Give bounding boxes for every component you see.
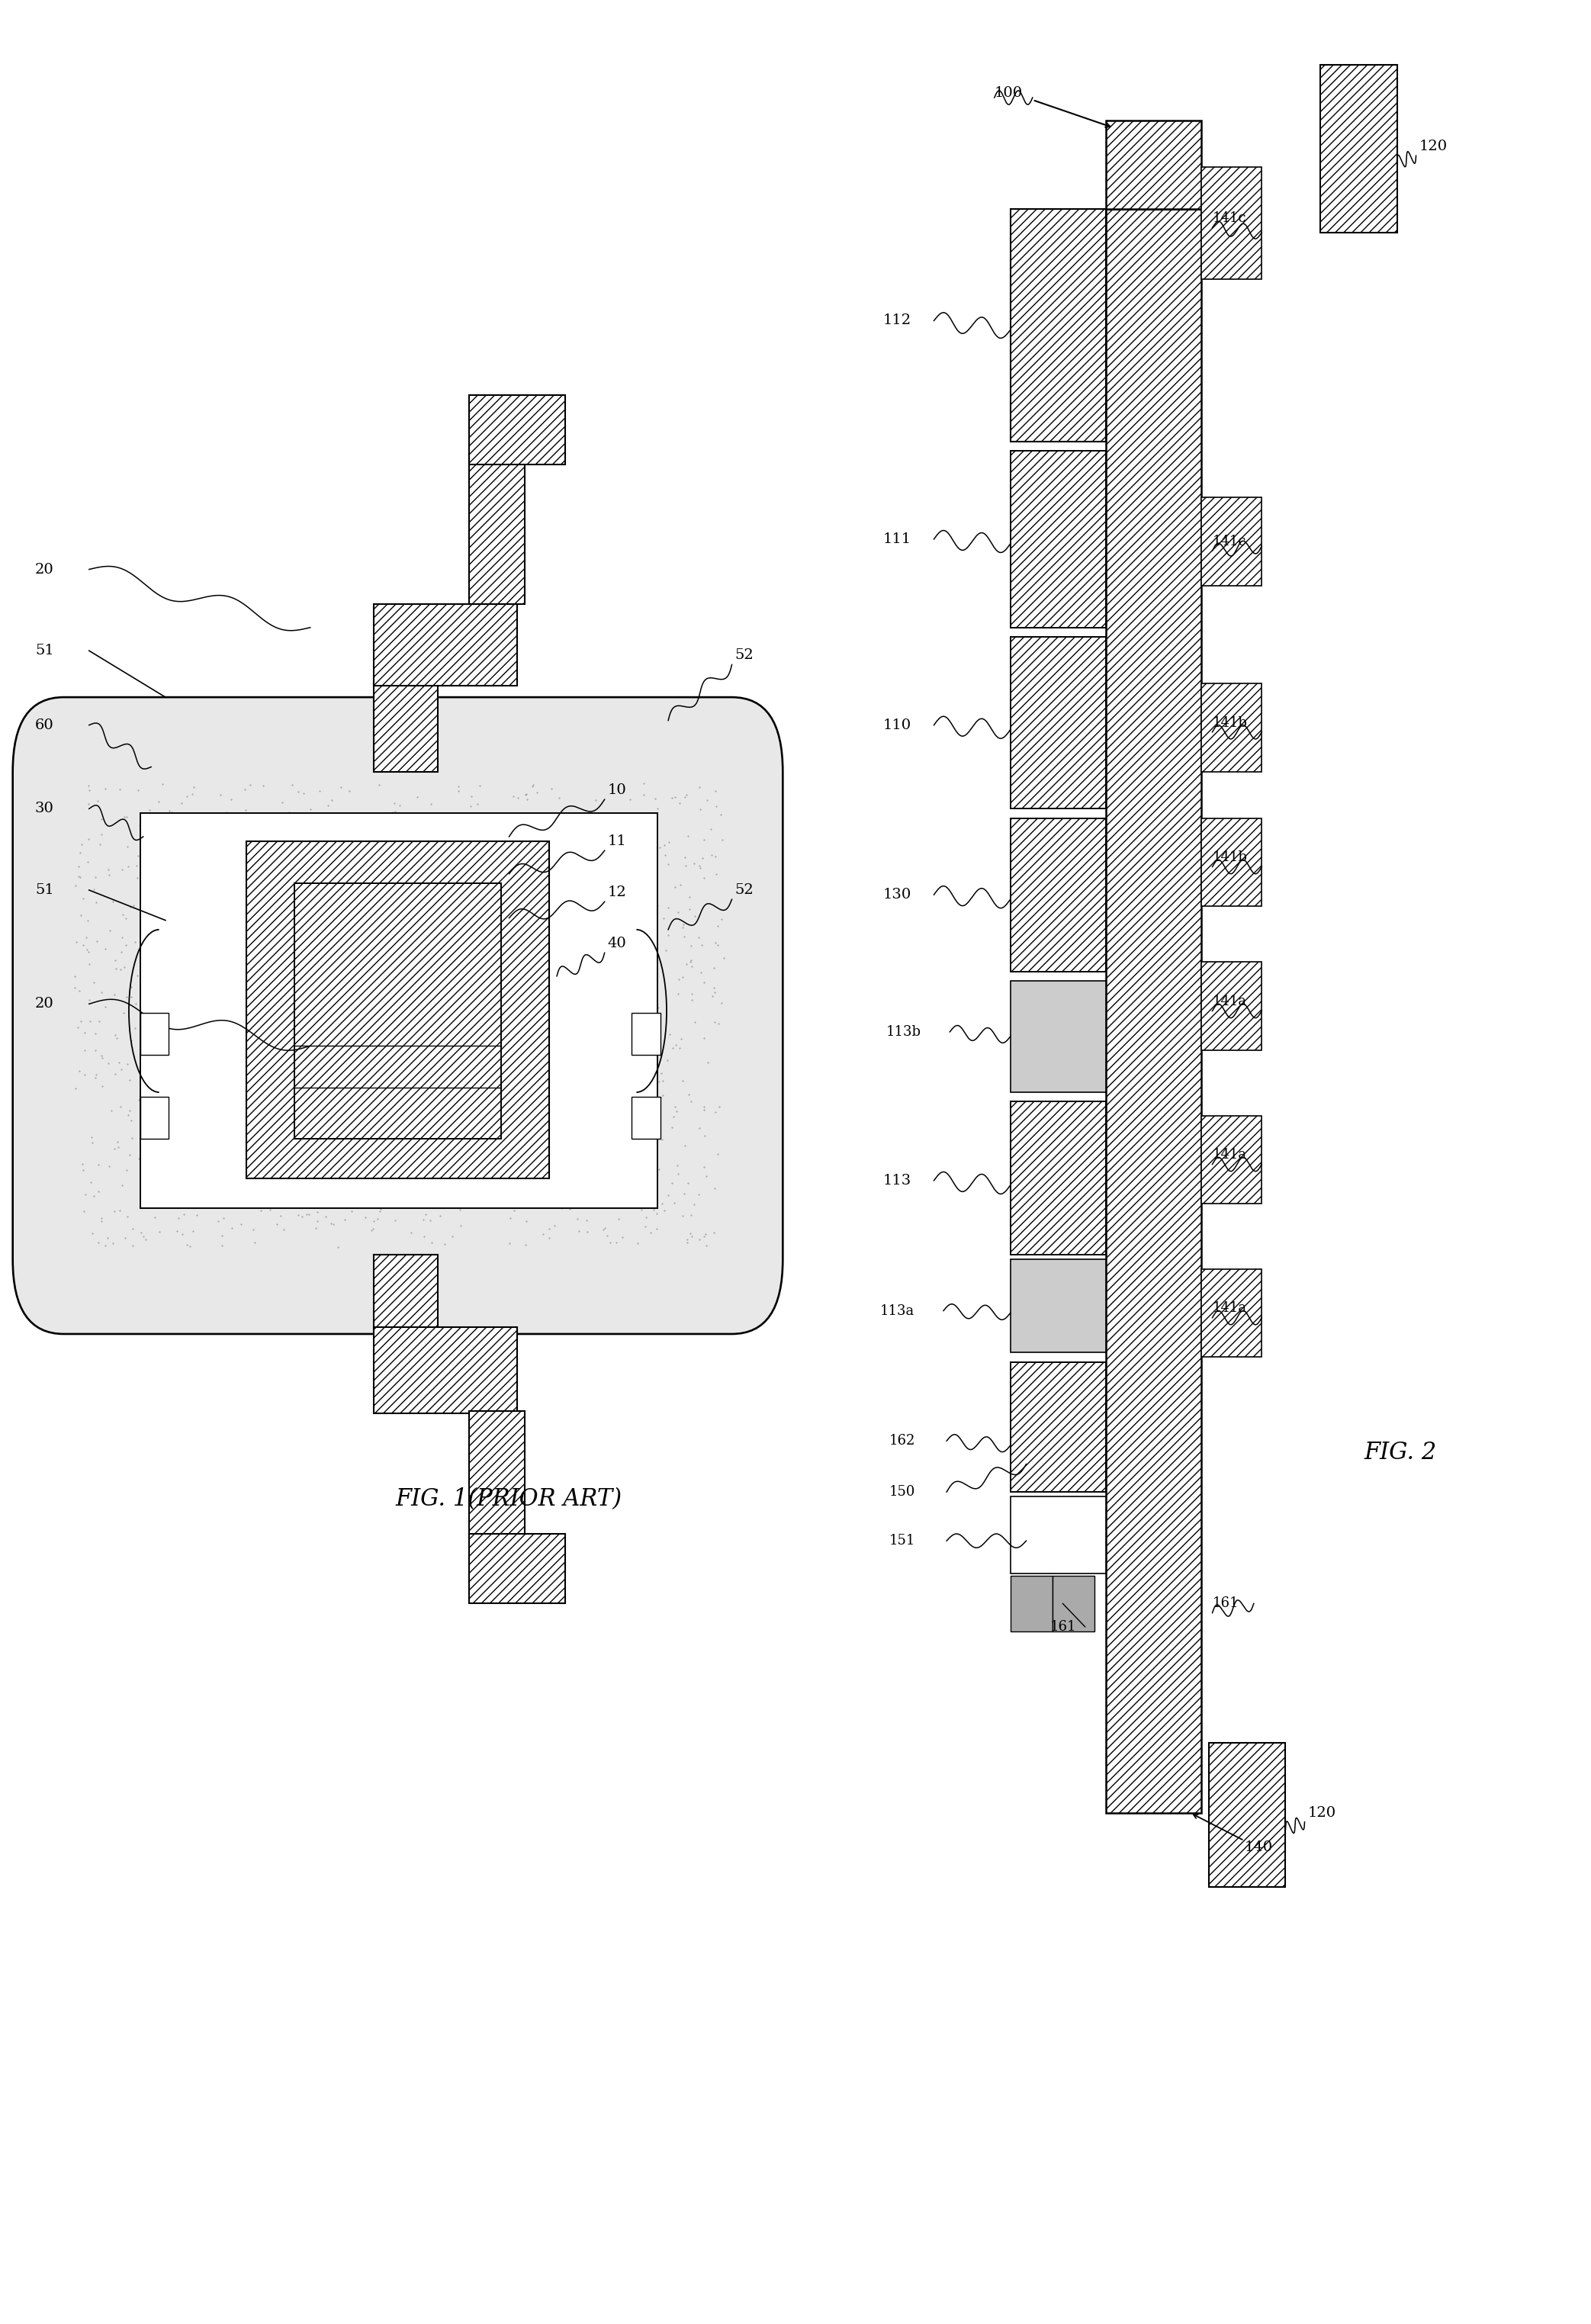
Bar xyxy=(140,1013,169,1055)
Bar xyxy=(1201,497,1262,586)
Bar xyxy=(1010,1260,1106,1353)
Bar xyxy=(374,1255,438,1329)
Text: 20: 20 xyxy=(35,997,54,1011)
FancyBboxPatch shape xyxy=(13,697,783,1334)
Bar xyxy=(1201,818,1262,906)
Text: 10: 10 xyxy=(608,783,627,797)
Text: 60: 60 xyxy=(35,718,54,732)
Bar xyxy=(1201,962,1262,1050)
Text: 51: 51 xyxy=(35,883,54,897)
Bar xyxy=(1201,167,1262,279)
Bar xyxy=(1201,1269,1262,1357)
Bar xyxy=(1052,1576,1095,1631)
Text: 150: 150 xyxy=(889,1485,915,1499)
Bar xyxy=(632,1013,660,1055)
Bar xyxy=(1010,637,1106,809)
Bar xyxy=(247,841,549,1178)
Text: 141b: 141b xyxy=(1212,851,1247,865)
Bar xyxy=(632,1097,660,1139)
Bar xyxy=(374,679,438,772)
Text: 110: 110 xyxy=(883,718,912,732)
Bar xyxy=(1010,1497,1106,1573)
Text: 130: 130 xyxy=(883,888,912,902)
Text: 12: 12 xyxy=(608,885,627,899)
Text: 141a: 141a xyxy=(1212,1301,1247,1315)
Text: 52: 52 xyxy=(735,648,754,662)
Text: 52: 52 xyxy=(735,883,754,897)
Text: 161: 161 xyxy=(1050,1620,1077,1634)
Bar xyxy=(1010,1362,1106,1492)
Text: 141c: 141c xyxy=(1212,535,1246,548)
Text: FIG. 2: FIG. 2 xyxy=(1363,1441,1437,1464)
Bar xyxy=(1010,209,1106,442)
Text: 151: 151 xyxy=(889,1534,915,1548)
Bar xyxy=(1201,1116,1262,1204)
Text: 112: 112 xyxy=(883,314,912,328)
Bar xyxy=(374,1327,517,1413)
Text: 141a: 141a xyxy=(1212,1148,1247,1162)
Bar xyxy=(1201,683,1262,772)
Bar xyxy=(1010,451,1106,627)
Bar xyxy=(1010,818,1106,971)
Text: 11: 11 xyxy=(608,834,627,848)
Text: 30: 30 xyxy=(35,802,54,816)
Text: 162: 162 xyxy=(889,1434,915,1448)
Text: 161: 161 xyxy=(1212,1597,1239,1611)
Bar xyxy=(469,1534,565,1604)
Bar xyxy=(140,813,657,1208)
Text: 120: 120 xyxy=(1419,139,1448,153)
Bar xyxy=(1010,981,1106,1092)
Text: 100: 100 xyxy=(994,86,1023,100)
Text: 141c: 141c xyxy=(1212,211,1246,225)
Text: 140: 140 xyxy=(1244,1841,1273,1855)
Text: 141b: 141b xyxy=(1212,716,1247,730)
Text: 113b: 113b xyxy=(886,1025,921,1039)
Text: 120: 120 xyxy=(1308,1806,1336,1820)
Text: 51: 51 xyxy=(35,644,54,658)
Text: 40: 40 xyxy=(608,937,627,951)
Bar xyxy=(469,395,565,465)
Bar xyxy=(469,1411,525,1538)
Bar xyxy=(294,883,501,1139)
Bar xyxy=(1010,1102,1106,1255)
Text: FIG. 1(PRIOR ART): FIG. 1(PRIOR ART) xyxy=(396,1487,622,1511)
Text: 111: 111 xyxy=(883,532,912,546)
Text: 20: 20 xyxy=(35,562,54,576)
Text: 113: 113 xyxy=(883,1174,912,1188)
Bar xyxy=(1106,121,1201,209)
Text: 113a: 113a xyxy=(880,1304,915,1318)
Bar xyxy=(1010,1576,1052,1631)
Bar xyxy=(469,453,525,604)
Text: 141a: 141a xyxy=(1212,995,1247,1009)
Bar xyxy=(1106,209,1201,1813)
Bar xyxy=(1321,65,1397,232)
Bar xyxy=(140,1097,169,1139)
Bar xyxy=(374,604,517,686)
Bar xyxy=(1209,1743,1286,1887)
